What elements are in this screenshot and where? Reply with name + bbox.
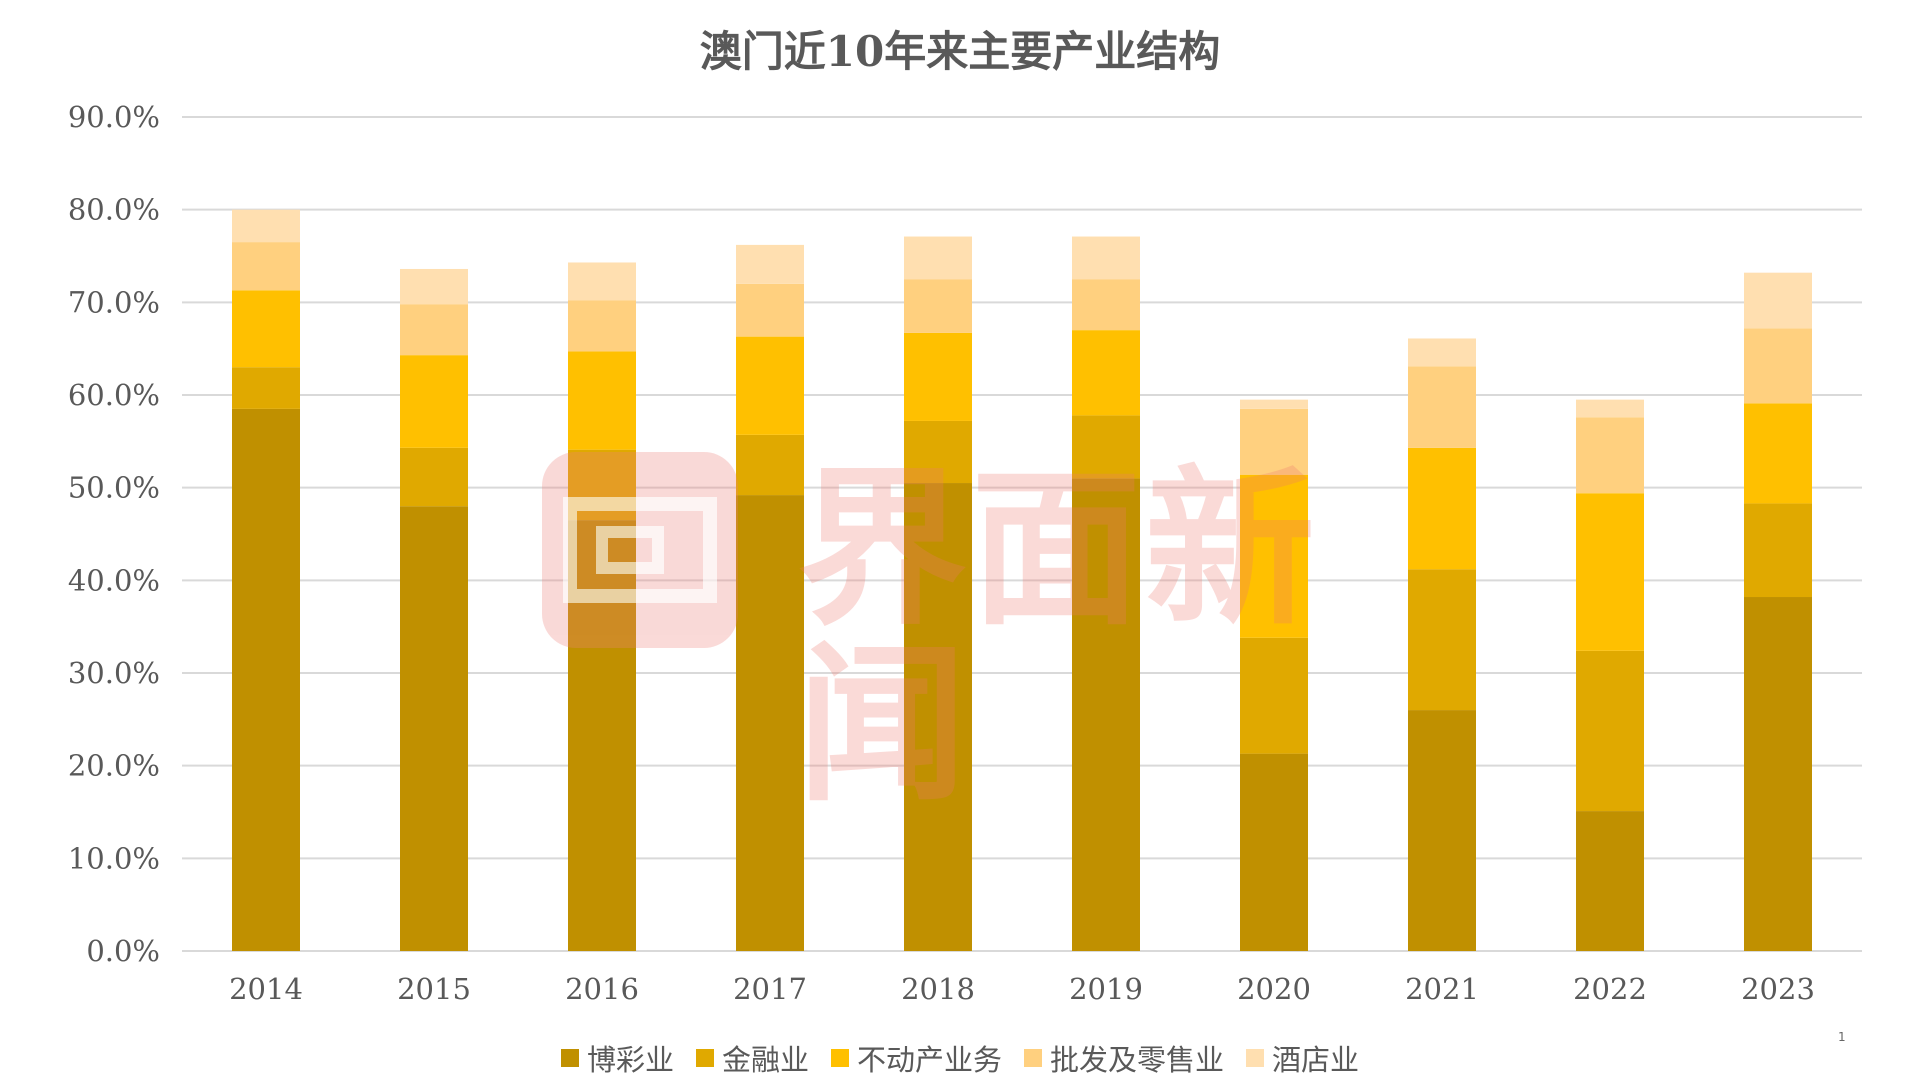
bar-2022-series-1: [1576, 650, 1644, 812]
legend-label: 金融业: [721, 1043, 809, 1077]
y-tick-label: 40.0%: [68, 563, 160, 597]
bar-2014-series-3: [232, 242, 300, 291]
x-axis-ticks: 2014 2015 2016 2017 2018 2019 2020 2021 2022 2023: [229, 972, 1815, 1006]
bar-2019-series-1: [1072, 415, 1140, 479]
bar-2022-series-2: [1576, 493, 1644, 651]
legend-label: 不动产业务: [856, 1043, 1002, 1077]
legend-swatch: [830, 1049, 849, 1067]
x-tick-label: 2021: [1405, 972, 1479, 1006]
legend-label: 博彩业: [586, 1043, 674, 1077]
bar-2014-series-4: [232, 209, 300, 243]
bar-2020-series-0: [1240, 753, 1308, 951]
legend-item: 批发及零售业: [1024, 1037, 1224, 1079]
bar-2023-series-1: [1744, 503, 1812, 598]
legend-swatch: [560, 1049, 579, 1067]
y-tick-label: 60.0%: [68, 378, 160, 412]
y-tick-label: 0.0%: [86, 934, 160, 968]
bar-2017-series-4: [736, 244, 804, 284]
bar-2017-series-2: [736, 336, 804, 435]
bar-2021-series-0: [1408, 710, 1476, 951]
bar-2023-series-3: [1744, 328, 1812, 404]
bar-2016-series-0: [568, 520, 636, 951]
bar-2016-series-2: [568, 351, 636, 450]
bar-2022-series-4: [1576, 399, 1644, 418]
bar-2021-series-4: [1408, 338, 1476, 367]
bar-2015-series-1: [400, 447, 468, 507]
bar-2016-series-1: [568, 449, 636, 521]
y-tick-label: 80.0%: [68, 193, 160, 227]
bar-2017-series-1: [736, 434, 804, 496]
bar-2022-series-3: [1576, 417, 1644, 494]
y-tick-label: 70.0%: [68, 285, 160, 319]
y-tick-label: 10.0%: [68, 841, 160, 875]
x-tick-label: 2016: [565, 972, 639, 1006]
legend-swatch: [695, 1049, 714, 1067]
legend-label: 批发及零售业: [1050, 1043, 1225, 1077]
bar-2020-series-1: [1240, 637, 1308, 754]
x-tick-label: 2020: [1237, 972, 1311, 1006]
x-tick-label: 2023: [1741, 972, 1815, 1006]
bars: [232, 209, 1812, 951]
bar-2015-series-0: [400, 506, 468, 951]
legend-item: 酒店业: [1246, 1037, 1359, 1079]
bar-2021-series-3: [1408, 366, 1476, 448]
bar-2015-series-3: [400, 304, 468, 356]
bar-2015-series-4: [400, 268, 468, 305]
legend-swatch: [1246, 1049, 1265, 1067]
x-tick-label: 2015: [397, 972, 471, 1006]
y-tick-label: 30.0%: [68, 656, 160, 690]
bar-2014-series-2: [232, 290, 300, 368]
bar-2023-series-0: [1744, 597, 1812, 951]
x-tick-label: 2019: [1069, 972, 1143, 1006]
y-tick-label: 90.0%: [68, 100, 160, 134]
chart-title: 澳门近10年来主要产业结构: [699, 27, 1221, 76]
legend-swatch: [1024, 1049, 1042, 1067]
legend: 博彩业 金融业 不动产业务 批发及零售业 酒店业: [0, 1037, 1920, 1079]
bar-2014-series-0: [232, 408, 300, 951]
page-number: 1: [1838, 1030, 1846, 1044]
bar-2014-series-1: [232, 367, 300, 409]
bar-2017-series-0: [736, 495, 804, 951]
bar-2019-series-3: [1072, 279, 1140, 331]
legend-label: 酒店业: [1272, 1043, 1360, 1077]
x-tick-label: 2022: [1573, 972, 1647, 1006]
bar-2018-series-1: [904, 420, 972, 484]
x-tick-label: 2018: [901, 972, 975, 1006]
x-tick-label: 2017: [733, 972, 807, 1006]
legend-item: 金融业: [695, 1037, 809, 1079]
bar-2019-series-0: [1072, 478, 1140, 951]
bar-2018-series-2: [904, 332, 972, 421]
bar-2022-series-0: [1576, 811, 1644, 951]
bar-2021-series-2: [1408, 447, 1476, 570]
y-tick-label: 50.0%: [68, 471, 160, 505]
bar-2019-series-2: [1072, 330, 1140, 416]
bar-2020-series-2: [1240, 474, 1308, 638]
bar-2021-series-1: [1408, 569, 1476, 711]
bar-2017-series-3: [736, 283, 804, 337]
bar-2018-series-3: [904, 279, 972, 333]
y-axis-ticks: 0.0% 10.0% 20.0% 30.0% 40.0% 50.0% 60.0% 70.0% 8…: [68, 100, 160, 968]
bar-2023-series-2: [1744, 403, 1812, 504]
bar-2019-series-4: [1072, 236, 1140, 280]
bar-2018-series-4: [904, 236, 972, 280]
legend-item: 不动产业务: [830, 1037, 1002, 1079]
y-tick-label: 20.0%: [68, 749, 160, 783]
bar-2020-series-3: [1240, 408, 1308, 475]
bar-2015-series-2: [400, 355, 468, 448]
bar-2018-series-0: [904, 483, 972, 951]
bar-2020-series-4: [1240, 399, 1308, 409]
bar-2016-series-4: [568, 262, 636, 301]
bar-2023-series-4: [1744, 272, 1812, 329]
x-tick-label: 2014: [229, 972, 303, 1006]
legend-item: 博彩业: [560, 1037, 674, 1079]
bar-2016-series-3: [568, 300, 636, 352]
